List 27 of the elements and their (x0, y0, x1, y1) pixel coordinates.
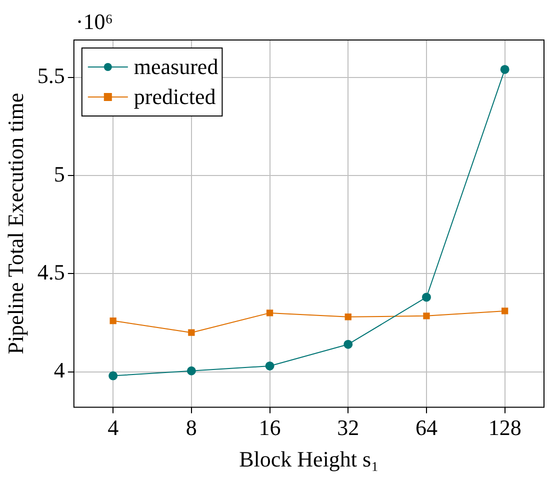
y-axis-title: Pipeline Total Execution time (2, 92, 28, 354)
point (266, 310, 274, 316)
y-tick-label: 5 (54, 161, 65, 186)
x-tick-label: 16 (258, 415, 281, 440)
y-tick-label: 4.5 (37, 259, 65, 284)
point (422, 292, 431, 302)
point (344, 340, 353, 349)
x-axis-title: Block Height s₁ (239, 446, 379, 472)
point (188, 329, 195, 336)
point (344, 314, 352, 320)
x-tick-label: 32 (337, 415, 360, 440)
x-tick-label: 128 (488, 415, 522, 440)
x-tick-label: 4 (108, 415, 119, 440)
point (423, 312, 430, 320)
point (186, 366, 196, 376)
point (500, 64, 510, 74)
y-tick-label: 4 (54, 358, 65, 383)
x-tick-label: 8 (186, 415, 197, 440)
y-tick-label: 5.5 (37, 63, 65, 88)
point (108, 371, 118, 380)
point (501, 308, 508, 314)
x-tick-label: 64 (415, 415, 438, 440)
legend-label: measured (134, 54, 218, 79)
point (265, 361, 274, 370)
text: ·10⁶ (76, 8, 113, 34)
legend-label: predicted (134, 84, 216, 109)
point (110, 317, 116, 324)
